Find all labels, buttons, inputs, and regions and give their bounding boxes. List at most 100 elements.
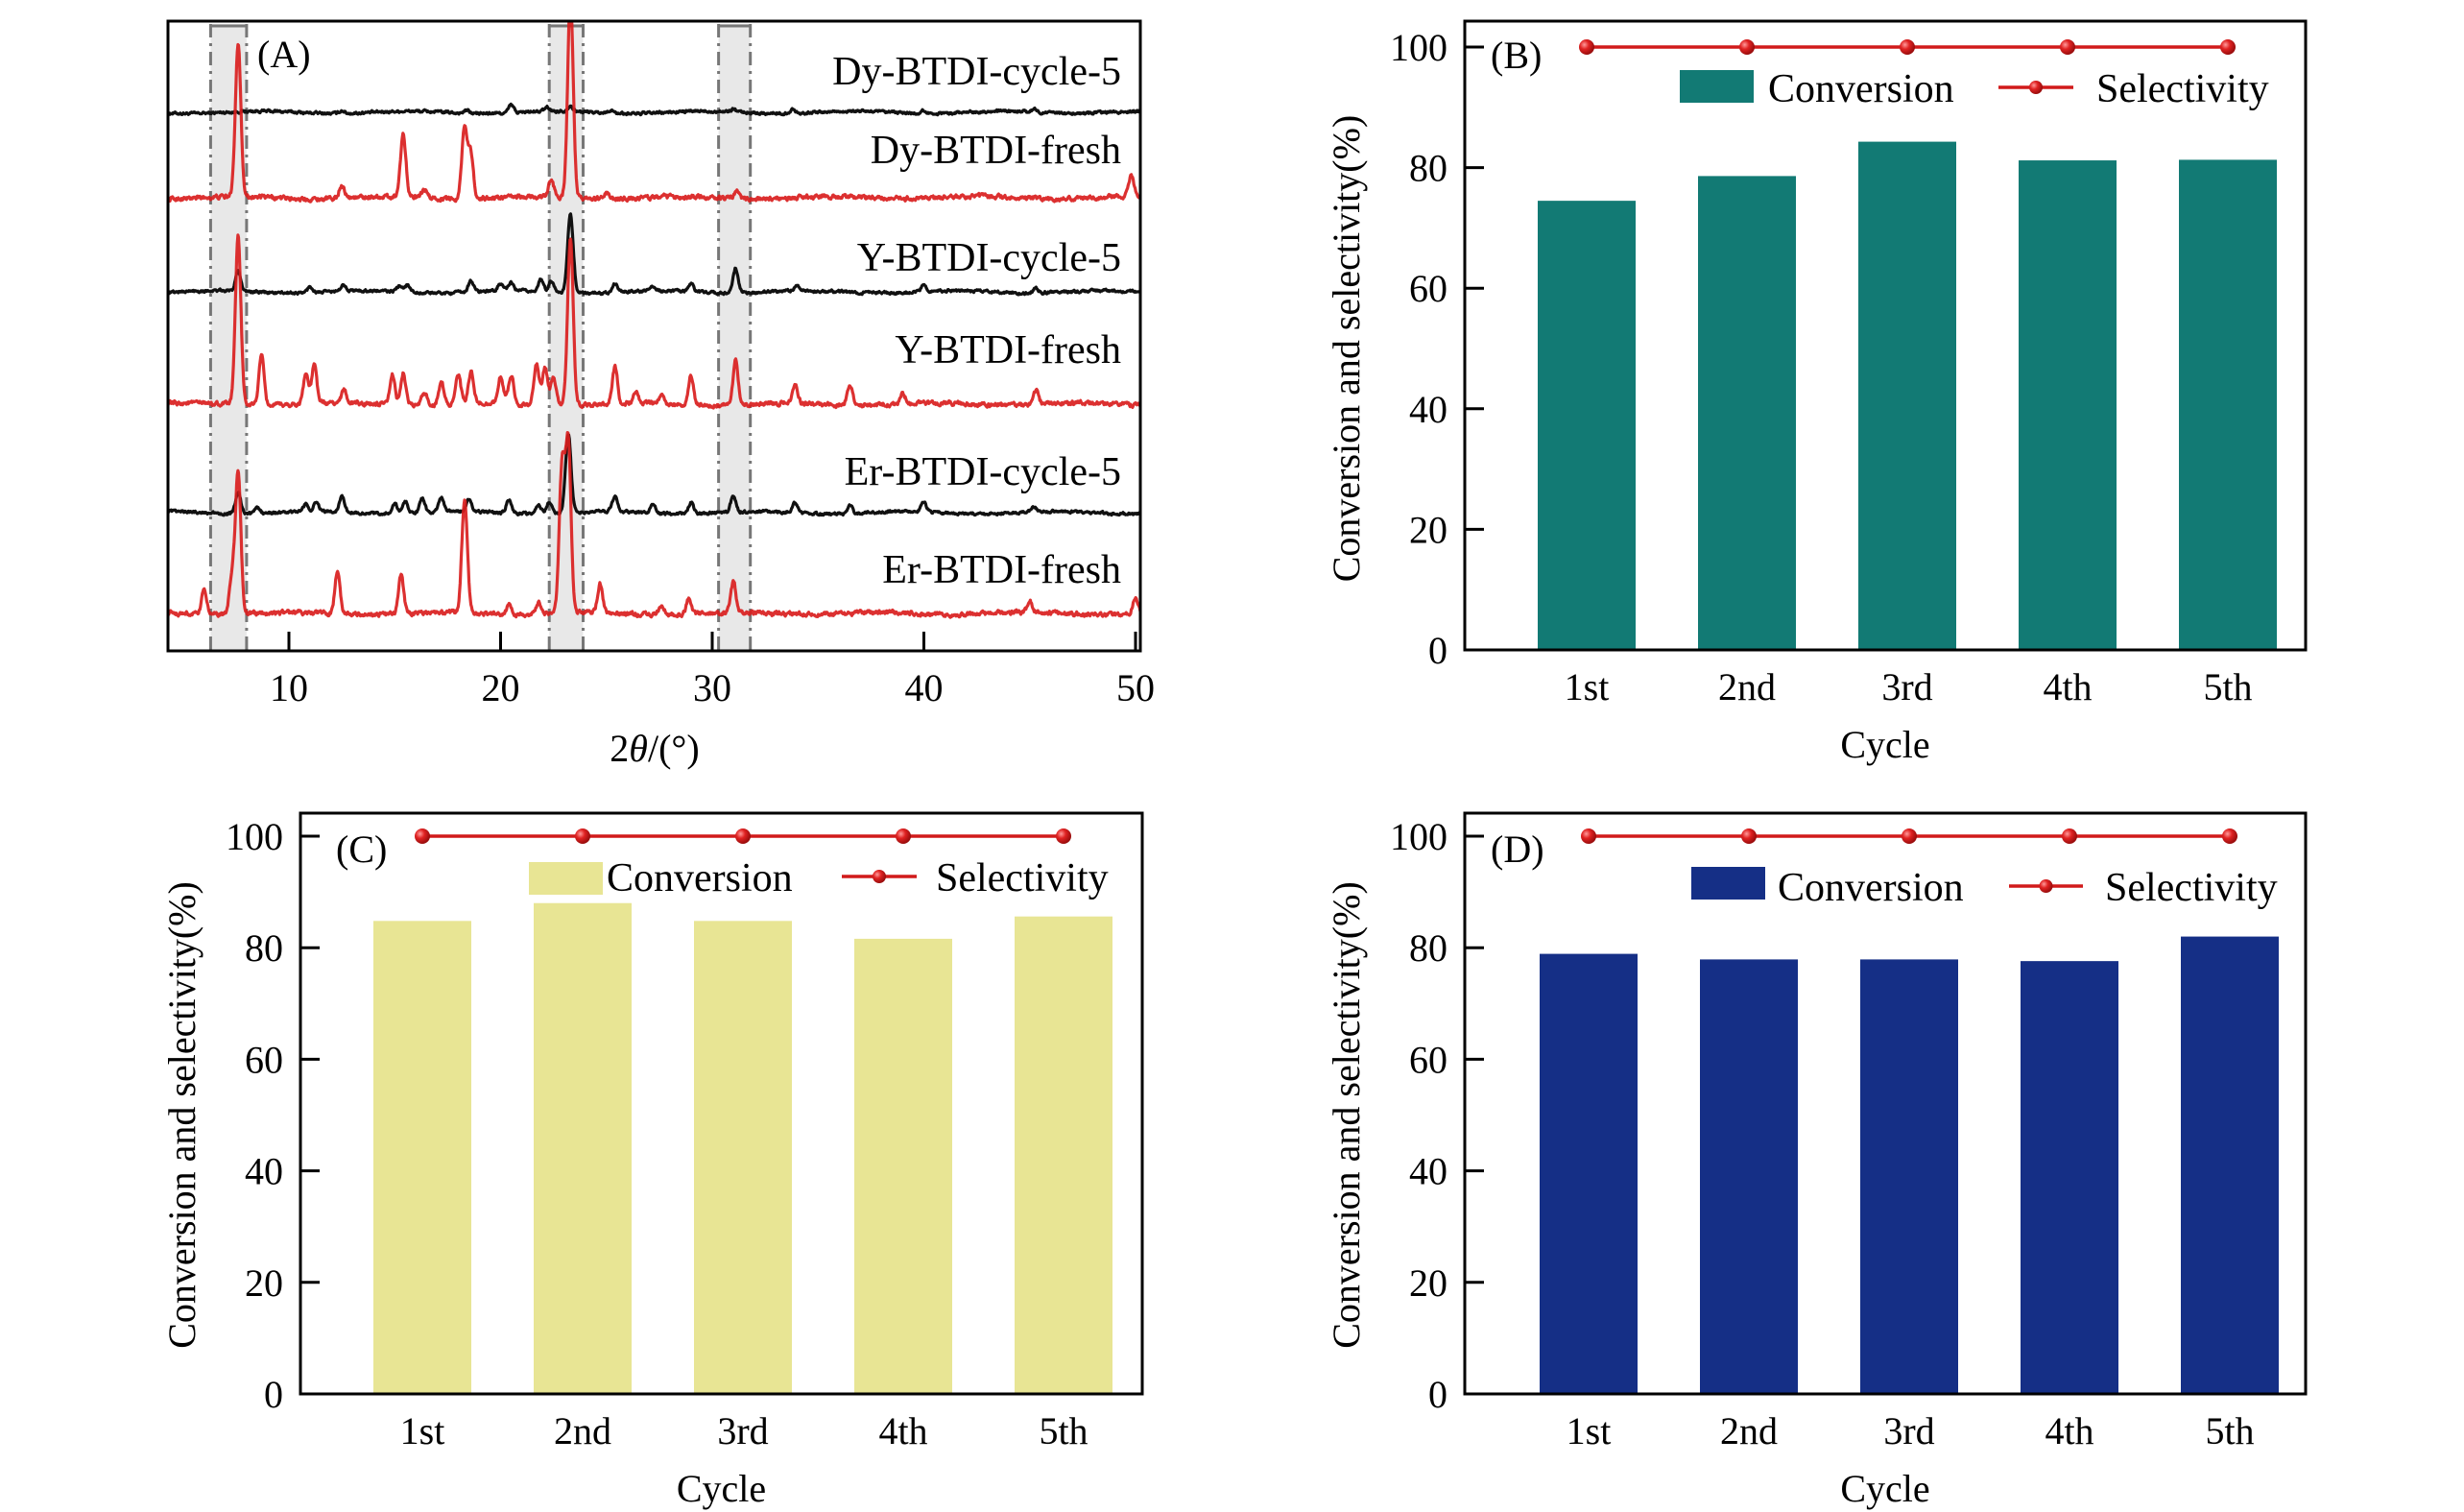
highlight-band xyxy=(718,24,751,651)
xrd-traces xyxy=(169,22,1139,619)
x-category-label: 1st xyxy=(1565,665,1610,708)
y-tick-label: 40 xyxy=(245,1150,283,1193)
xrd-trace-dy-btdi-cycle-5 xyxy=(169,102,1139,117)
x-axis-title: Cycle xyxy=(1840,1467,1929,1510)
conversion-bar xyxy=(854,938,952,1394)
trace-label: Y-BTDI-cycle-5 xyxy=(857,236,1121,280)
y-tick-label: 100 xyxy=(226,815,283,858)
x-title-suffix: /(°) xyxy=(648,727,700,770)
panel-label-a: (A) xyxy=(257,33,311,76)
legend-label-selectivity: Selectivity xyxy=(2096,67,2269,111)
xrd-trace-y-btdi-fresh xyxy=(169,233,1139,410)
y-tick-label: 40 xyxy=(1409,1150,1447,1193)
x-category-label: 5th xyxy=(1039,1409,1088,1452)
y-tick-label: 0 xyxy=(264,1373,283,1416)
legend-marker-selectivity xyxy=(873,870,886,883)
x-title-theta: θ xyxy=(629,727,648,770)
x-axis-tick-labels: 10 20 30 40 50 xyxy=(270,666,1155,709)
conversion-bar xyxy=(1858,141,1956,650)
y-tick-label: 100 xyxy=(1390,815,1447,858)
selectivity-marker xyxy=(1581,828,1596,844)
y-tick-label: 80 xyxy=(245,926,283,970)
x-axis-title: Cycle xyxy=(677,1467,766,1510)
conversion-bar xyxy=(2179,159,2277,650)
x-tick-label: 10 xyxy=(270,666,308,709)
selectivity-marker xyxy=(1900,39,1915,55)
legend-label-conversion: Conversion xyxy=(1768,67,1954,111)
trace-label: Er-BTDI-cycle-5 xyxy=(845,450,1121,494)
y-tick-label: 20 xyxy=(245,1261,283,1305)
x-tick-label: 40 xyxy=(905,666,944,709)
selectivity-marker xyxy=(1056,828,1071,844)
conversion-bar xyxy=(1860,959,1958,1394)
conversion-bar xyxy=(1540,953,1638,1394)
x-tick-label: 50 xyxy=(1116,666,1155,709)
y-tick-label: 60 xyxy=(1409,267,1447,310)
x-category-label: 3rd xyxy=(1881,665,1932,708)
y-tick-label: 0 xyxy=(1428,629,1447,672)
panel-label-b: (B) xyxy=(1491,34,1542,77)
trace-label: Dy-BTDI-cycle-5 xyxy=(832,50,1121,94)
y-tick-label: 100 xyxy=(1390,26,1447,69)
x-category-label: 3rd xyxy=(1883,1409,1934,1452)
conversion-bar xyxy=(2021,961,2118,1394)
y-axis-title: Conversion and selectivity(%) xyxy=(160,881,203,1349)
x-category-label: 4th xyxy=(2045,1409,2093,1452)
legend-swatch-conversion xyxy=(1691,867,1765,900)
y-tick-label: 40 xyxy=(1409,388,1447,431)
plot-frame xyxy=(1463,19,2308,652)
x-tick-label: 20 xyxy=(482,666,520,709)
panel-b-bar-chart: 0 20 40 60 80 100 1st 2nd 3rd 4th 5th Cycle Conversi… xyxy=(1325,19,2308,766)
x-category-label: 5th xyxy=(2205,1409,2254,1452)
x-category-label: 4th xyxy=(2043,665,2092,708)
y-tick-label: 0 xyxy=(1428,1373,1447,1416)
x-tick-label: 30 xyxy=(693,666,731,709)
conversion-bar xyxy=(1538,201,1636,650)
xrd-trace-y-btdi-cycle-5 xyxy=(169,212,1139,297)
plot-frame xyxy=(166,19,1142,653)
legend: Conversion Selectivity xyxy=(1691,866,2278,910)
plot-frame xyxy=(1463,811,2308,1396)
legend-label-conversion: Conversion xyxy=(607,856,793,900)
y-tick-label: 60 xyxy=(1409,1038,1447,1081)
y-tick-label: 80 xyxy=(1409,926,1447,970)
x-category-label: 5th xyxy=(2203,665,2252,708)
legend-label-selectivity: Selectivity xyxy=(2105,866,2278,910)
panel-d-bar-chart: 0 20 40 60 80 100 1st 2nd 3rd 4th 5th Cycle Conversi… xyxy=(1325,811,2308,1510)
x-category-label: 4th xyxy=(878,1409,927,1452)
xrd-trace-dy-btdi-fresh xyxy=(169,22,1139,204)
trace-label: Dy-BTDI-fresh xyxy=(871,129,1121,173)
y-axis-title: Conversion and selectivity(%) xyxy=(1325,115,1368,583)
x-axis-title: Cycle xyxy=(1840,723,1929,766)
legend-label-conversion: Conversion xyxy=(1778,866,1964,910)
legend-swatch-conversion xyxy=(1680,70,1754,103)
selectivity-marker xyxy=(2062,828,2077,844)
x-category-label: 2nd xyxy=(1720,1409,1778,1452)
conversion-bar xyxy=(1700,959,1798,1394)
highlight-bands xyxy=(208,24,753,651)
x-title-prefix: 2 xyxy=(610,727,629,770)
selectivity-marker xyxy=(575,828,590,844)
selectivity-marker xyxy=(1741,828,1757,844)
x-axis-title: 2θ/(°) xyxy=(610,727,699,770)
x-axis-ticks xyxy=(287,632,1137,651)
legend-marker-selectivity xyxy=(2029,81,2043,94)
selectivity-marker xyxy=(1739,39,1755,55)
trace-labels: Dy-BTDI-cycle-5 Dy-BTDI-fresh Y-BTDI-cycle… xyxy=(832,50,1121,592)
xrd-trace-er-btdi-cycle-5 xyxy=(169,433,1139,517)
x-category-label: 2nd xyxy=(554,1409,611,1452)
panel-label-d: (D) xyxy=(1491,828,1544,871)
selectivity-marker xyxy=(2222,828,2237,844)
selectivity-marker xyxy=(735,828,751,844)
y-tick-label: 20 xyxy=(1409,1261,1447,1305)
legend-marker-selectivity xyxy=(2039,879,2053,893)
x-category-label: 2nd xyxy=(1718,665,1776,708)
conversion-bar xyxy=(373,921,471,1394)
plot-frame xyxy=(299,811,1144,1396)
y-tick-label: 20 xyxy=(1409,508,1447,551)
trace-label: Y-BTDI-fresh xyxy=(895,328,1121,372)
conversion-bar xyxy=(1015,916,1112,1394)
legend: Conversion Selectivity xyxy=(1680,67,2269,111)
xrd-trace-er-btdi-fresh xyxy=(169,431,1139,619)
